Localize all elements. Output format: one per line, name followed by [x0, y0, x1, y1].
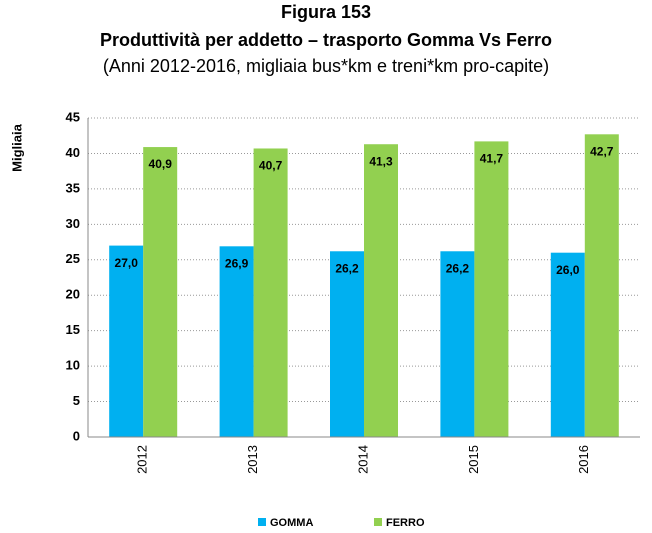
bar: [143, 147, 178, 437]
chart-note: (Anni 2012-2016, migliaia bus*km e treni…: [103, 56, 549, 76]
data-label: 26,0: [556, 263, 580, 277]
y-tick-label: 30: [66, 216, 80, 231]
data-label: 41,3: [369, 154, 393, 168]
y-tick-label: 10: [66, 358, 80, 373]
bar: [474, 141, 509, 438]
chart-title: Figura 153: [281, 2, 371, 22]
legend-swatch: [258, 518, 266, 526]
y-tick-label: 40: [66, 145, 80, 160]
bar: [364, 144, 398, 437]
legend-swatch: [374, 518, 382, 526]
bar: [584, 134, 619, 437]
x-tick-label: 2012: [135, 445, 150, 474]
y-tick-label: 15: [66, 322, 80, 337]
data-label: 26,2: [446, 261, 470, 275]
y-tick-label: 0: [73, 428, 80, 443]
data-label: 41,7: [480, 152, 504, 166]
legend-label: GOMMA: [270, 517, 313, 529]
y-tick-label: 25: [66, 251, 80, 266]
x-tick-label: 2016: [576, 445, 591, 474]
data-label: 42,7: [590, 144, 614, 158]
bar: [219, 246, 254, 437]
chart-subtitle: Produttività per addetto – trasporto Gom…: [100, 30, 552, 50]
bar: [330, 251, 364, 437]
bar: [440, 251, 475, 437]
legend-label: FERRO: [386, 517, 425, 529]
data-label: 40,7: [259, 159, 283, 173]
y-tick-label: 20: [66, 287, 80, 302]
bar: [253, 148, 288, 437]
data-label: 26,2: [335, 261, 359, 275]
data-label: 27,0: [115, 256, 139, 270]
bar: [109, 245, 144, 437]
y-tick-label: 35: [66, 180, 80, 195]
data-label: 26,9: [225, 256, 249, 270]
data-label: 40,9: [149, 157, 173, 171]
bar: [550, 252, 585, 437]
y-tick-label: 45: [66, 109, 80, 124]
y-tick-label: 5: [73, 393, 80, 408]
x-tick-label: 2013: [245, 445, 260, 474]
y-axis-label: Migliaia: [9, 123, 24, 171]
x-tick-label: 2014: [355, 445, 370, 474]
x-tick-label: 2015: [466, 445, 481, 474]
